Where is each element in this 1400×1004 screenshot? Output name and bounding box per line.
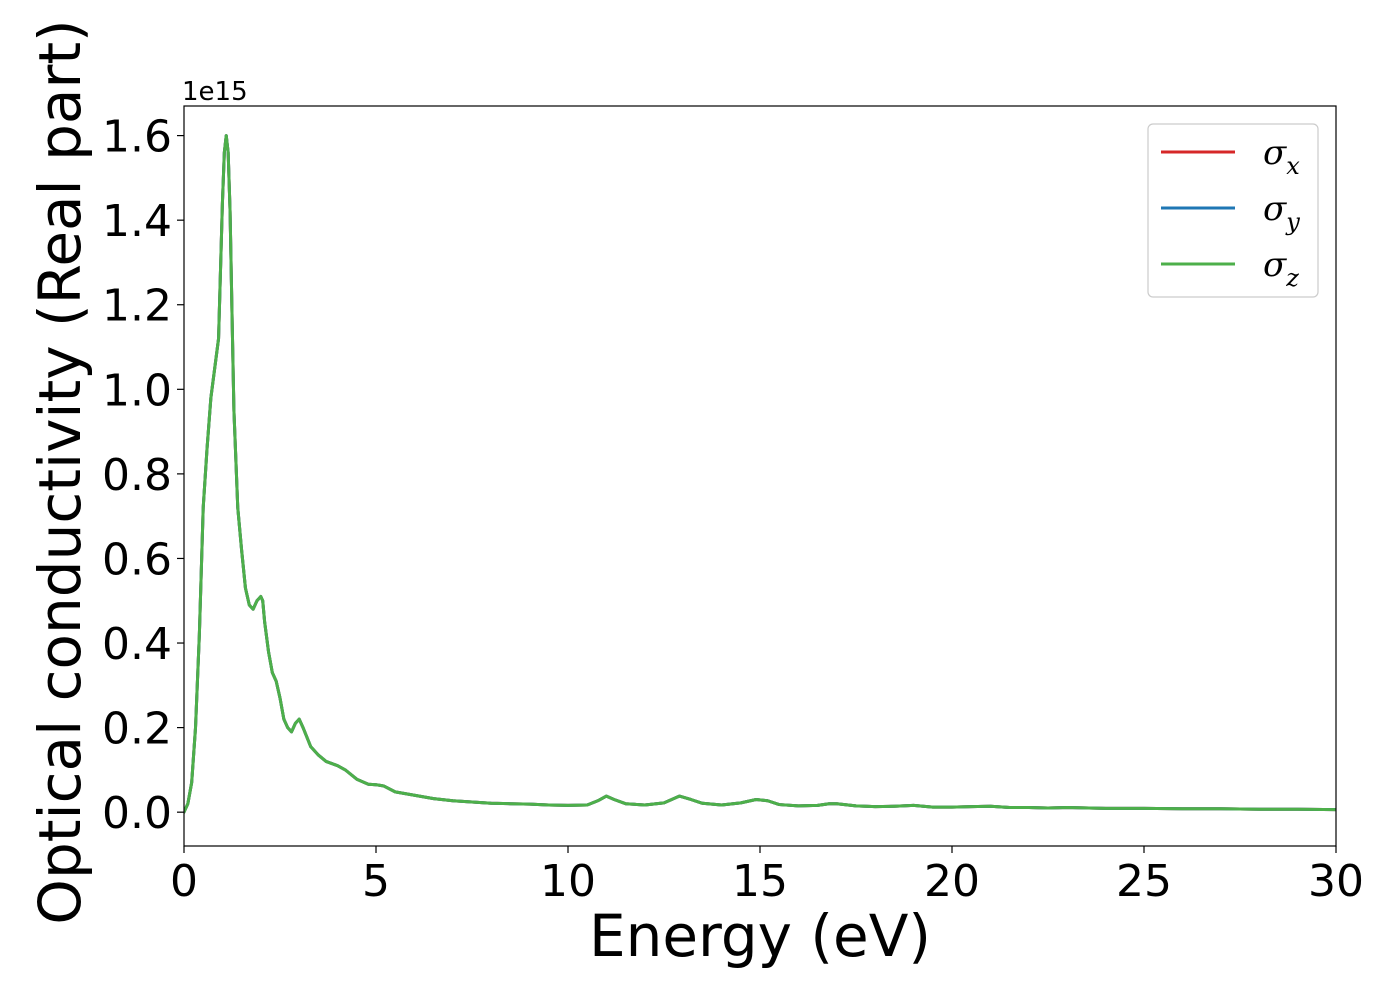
x-tick-label: 20 — [924, 856, 980, 907]
x-axis-ticks: 0 5 10 15 20 25 30 — [170, 846, 1364, 907]
y-axis-offset-label: 1e15 — [182, 77, 248, 107]
x-tick-label: 10 — [540, 856, 596, 907]
legend-box — [1147, 123, 1319, 298]
y-axis-ticks: 0.0 0.2 0.4 0.6 0.8 1.0 1.2 1.4 1.6 — [102, 112, 184, 839]
x-tick-label: 5 — [362, 856, 390, 907]
y-tick-label: 0.0 — [102, 788, 172, 839]
legend-label-y: σy — [1263, 189, 1300, 236]
x-axis-label: Energy (eV) — [589, 902, 931, 970]
y-tick-label: 1.0 — [102, 365, 172, 416]
x-tick-label: 15 — [732, 856, 788, 907]
legend-label-subscript: x — [1286, 152, 1300, 180]
legend-label-base: σ — [1263, 245, 1287, 285]
y-tick-label: 1.2 — [102, 281, 172, 332]
y-tick-label: 0.8 — [102, 450, 172, 501]
x-tick-label: 0 — [170, 856, 198, 907]
legend-label-z: σz — [1263, 245, 1299, 292]
legend-label-subscript: y — [1285, 208, 1300, 236]
x-tick-label: 30 — [1308, 856, 1364, 907]
x-tick-label: 25 — [1116, 856, 1172, 907]
series-layer — [184, 134, 1336, 814]
y-tick-label: 0.6 — [102, 534, 172, 585]
y-tick-label: 1.6 — [102, 112, 172, 163]
y-axis-label: Optical conductivity (Real part) — [26, 19, 94, 924]
series-line-z — [184, 134, 1336, 814]
y-tick-label: 0.2 — [102, 704, 172, 755]
legend-label-x: σx — [1263, 133, 1300, 180]
y-tick-label: 0.4 — [102, 619, 172, 670]
legend-label-base: σ — [1263, 133, 1287, 173]
legend-label-base: σ — [1263, 189, 1287, 229]
legend-label-subscript: z — [1285, 264, 1299, 292]
y-tick-label: 1.4 — [102, 196, 172, 247]
